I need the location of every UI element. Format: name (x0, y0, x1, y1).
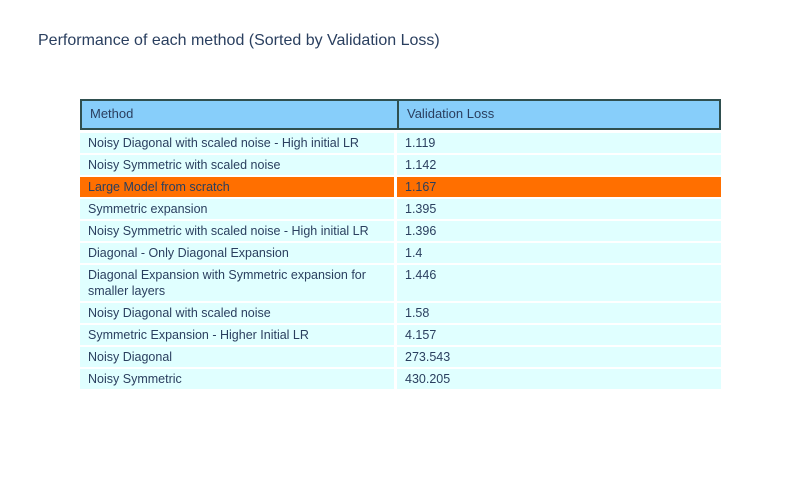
loss-cell: 430.205 (397, 369, 721, 389)
method-cell: Large Model from scratch (80, 177, 394, 197)
table-row: Noisy Diagonal with scaled noise - High … (80, 133, 721, 153)
loss-cell: 1.4 (397, 243, 721, 263)
loss-cell: 1.396 (397, 221, 721, 241)
table-row: Noisy Symmetric with scaled noise - High… (80, 221, 721, 241)
table-row: Symmetric expansion 1.395 (80, 199, 721, 219)
loss-cell: 1.446 (397, 265, 721, 301)
method-cell: Noisy Diagonal (80, 347, 394, 367)
table-row: Diagonal Expansion with Symmetric expans… (80, 265, 721, 301)
method-cell: Noisy Symmetric (80, 369, 394, 389)
table-row: Noisy Symmetric 430.205 (80, 369, 721, 389)
table-row: Noisy Symmetric with scaled noise 1.142 (80, 155, 721, 175)
method-column-header: Method (82, 101, 399, 128)
page-title: Performance of each method (Sorted by Va… (38, 32, 440, 49)
loss-cell: 1.395 (397, 199, 721, 219)
loss-cell: 273.543 (397, 347, 721, 367)
method-cell: Noisy Diagonal with scaled noise (80, 303, 394, 323)
method-cell: Symmetric expansion (80, 199, 394, 219)
table-row: Noisy Diagonal with scaled noise 1.58 (80, 303, 721, 323)
loss-cell: 1.167 (397, 177, 721, 197)
loss-cell: 1.58 (397, 303, 721, 323)
method-cell: Noisy Symmetric with scaled noise (80, 155, 394, 175)
table-body: Noisy Diagonal with scaled noise - High … (80, 133, 721, 389)
loss-column-header: Validation Loss (407, 106, 495, 121)
table-row: Noisy Diagonal 273.543 (80, 347, 721, 367)
data-table: Method Validation Loss Noisy Diagonal wi… (80, 99, 721, 389)
table-row: Symmetric Expansion - Higher Initial LR … (80, 325, 721, 345)
method-cell: Diagonal Expansion with Symmetric expans… (80, 265, 394, 301)
method-cell: Noisy Symmetric with scaled noise - High… (80, 221, 394, 241)
method-cell: Noisy Diagonal with scaled noise - High … (80, 133, 394, 153)
loss-cell: 1.119 (397, 133, 721, 153)
loss-cell: 1.142 (397, 155, 721, 175)
table-header: Method Validation Loss (80, 99, 721, 130)
table-row: Diagonal - Only Diagonal Expansion 1.4 (80, 243, 721, 263)
table-row: Large Model from scratch 1.167 (80, 177, 721, 197)
method-cell: Symmetric Expansion - Higher Initial LR (80, 325, 394, 345)
method-cell: Diagonal - Only Diagonal Expansion (80, 243, 394, 263)
loss-cell: 4.157 (397, 325, 721, 345)
